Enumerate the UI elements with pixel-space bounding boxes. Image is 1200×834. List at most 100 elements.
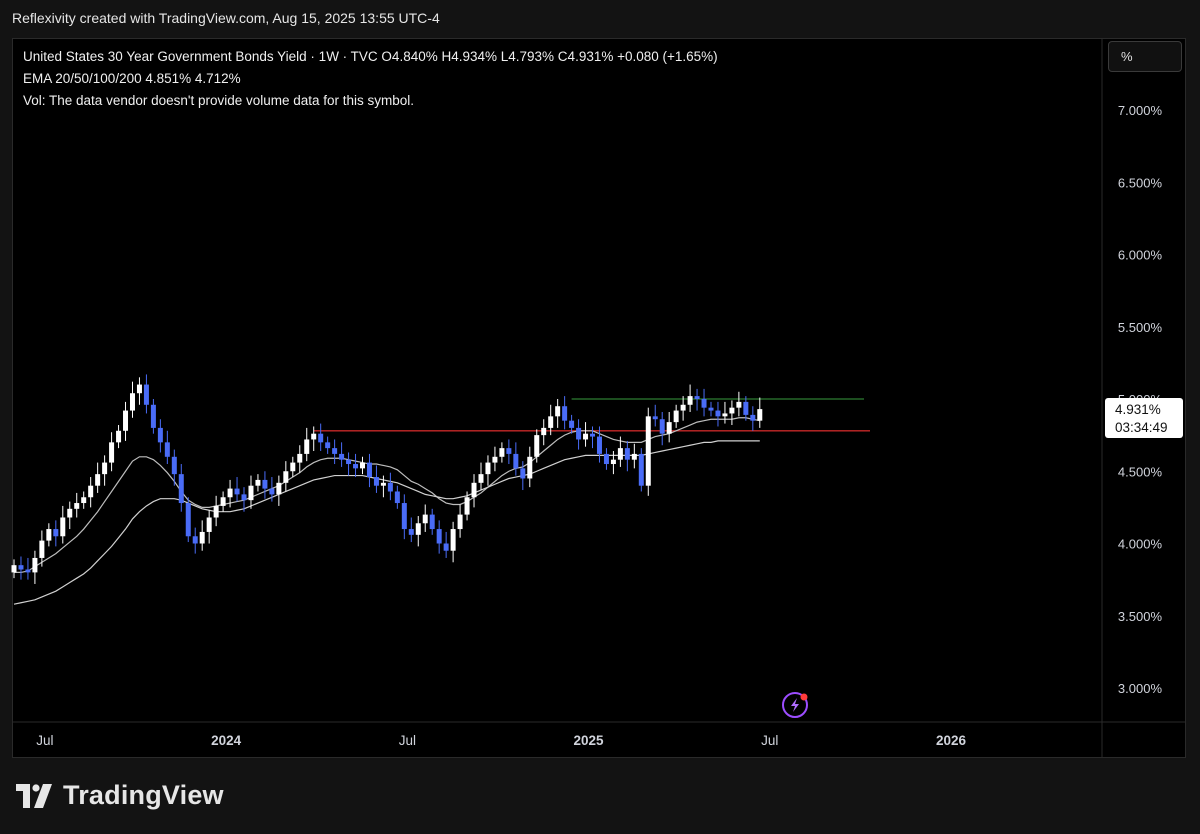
candle — [60, 505, 66, 544]
candle — [387, 472, 393, 501]
candle — [631, 443, 637, 469]
candle — [583, 422, 589, 447]
x-tick-label: Jul — [761, 733, 778, 748]
candle — [213, 495, 219, 527]
candle — [492, 446, 498, 472]
candle — [109, 432, 115, 472]
percent-scale-label: % — [1121, 49, 1133, 64]
candle — [67, 501, 73, 530]
candle — [708, 401, 714, 417]
y-tick-label: 3.500% — [1118, 609, 1163, 624]
y-tick-label: 6.000% — [1118, 248, 1163, 263]
symbol-ohlc-line: United States 30 Year Government Bonds Y… — [23, 49, 718, 64]
candle — [652, 404, 658, 427]
volume-legend-line: Vol: The data vendor doesn't provide vol… — [23, 93, 415, 108]
candle — [666, 412, 672, 443]
price-axis[interactable]: 7.000%6.500%6.000%5.500%5.000%4.500%4.00… — [1118, 103, 1163, 696]
candle — [673, 404, 679, 428]
y-tick-label: 5.500% — [1118, 320, 1163, 335]
candle — [241, 487, 247, 512]
lightning-icon[interactable] — [782, 692, 808, 718]
brand-name: TradingView — [63, 780, 224, 810]
candle — [185, 497, 191, 543]
candle — [255, 474, 261, 492]
candle — [701, 388, 707, 417]
candle — [548, 404, 554, 436]
candle — [164, 430, 170, 465]
candle — [436, 520, 442, 554]
horizontal-levels — [313, 398, 870, 432]
candle — [199, 520, 205, 551]
candle — [624, 440, 630, 472]
candle — [590, 426, 596, 449]
x-tick-label: 2024 — [211, 733, 242, 748]
x-tick-label: Jul — [399, 733, 416, 748]
candle — [248, 475, 254, 509]
candle — [715, 401, 721, 427]
candle — [736, 391, 742, 417]
candle — [366, 453, 372, 488]
candle — [18, 556, 24, 580]
x-tick-label: 2026 — [936, 733, 967, 748]
candle — [443, 531, 449, 558]
candle — [290, 456, 296, 478]
candle — [171, 449, 177, 486]
candle — [527, 446, 533, 488]
candle — [457, 504, 463, 538]
y-tick-label: 7.000% — [1118, 103, 1163, 118]
candle — [227, 479, 233, 508]
y-tick-label: 4.000% — [1118, 537, 1163, 552]
x-tick-label: Jul — [36, 733, 53, 748]
candle — [11, 559, 17, 579]
attribution-bar: Reflexivity created with TradingView.com… — [0, 0, 1200, 38]
candle — [401, 494, 407, 540]
candle — [694, 388, 700, 411]
candle — [39, 530, 45, 567]
candle — [576, 419, 582, 450]
candle — [638, 448, 644, 492]
candle — [408, 517, 414, 543]
candle — [116, 425, 122, 449]
candle — [360, 456, 365, 475]
candle — [325, 436, 331, 454]
candle — [157, 419, 163, 453]
candle — [53, 520, 59, 547]
candle — [680, 396, 686, 421]
candle — [136, 377, 142, 405]
candle — [722, 401, 728, 424]
candle — [380, 475, 386, 498]
candle — [520, 461, 526, 491]
candle — [603, 448, 609, 470]
candle — [95, 462, 101, 493]
candle — [513, 442, 519, 476]
candle — [276, 475, 282, 506]
candle — [729, 400, 735, 426]
candle — [123, 401, 129, 441]
percent-scale-button[interactable]: % — [1108, 41, 1182, 72]
candle — [422, 504, 428, 532]
candle — [373, 465, 379, 493]
chart-legend: United States 30 Year Government Bonds Y… — [23, 46, 718, 112]
candle — [541, 419, 547, 446]
candle — [297, 445, 303, 473]
candle — [283, 461, 289, 492]
candle — [569, 414, 575, 434]
candle — [534, 429, 540, 463]
candle — [192, 527, 198, 554]
candle — [262, 471, 268, 499]
candle — [346, 452, 352, 476]
candle — [562, 396, 568, 430]
candle — [471, 474, 477, 508]
candle — [339, 442, 345, 467]
chart-frame[interactable] — [12, 38, 1186, 758]
candle — [269, 477, 275, 502]
candle — [450, 521, 456, 563]
candle — [429, 508, 435, 535]
time-axis[interactable]: Jul 2024 Jul 2025 Jul 2026 — [36, 733, 966, 748]
candle — [596, 426, 602, 463]
candle — [687, 384, 693, 413]
candle — [74, 492, 80, 518]
candle — [478, 462, 484, 491]
candle — [332, 439, 338, 465]
